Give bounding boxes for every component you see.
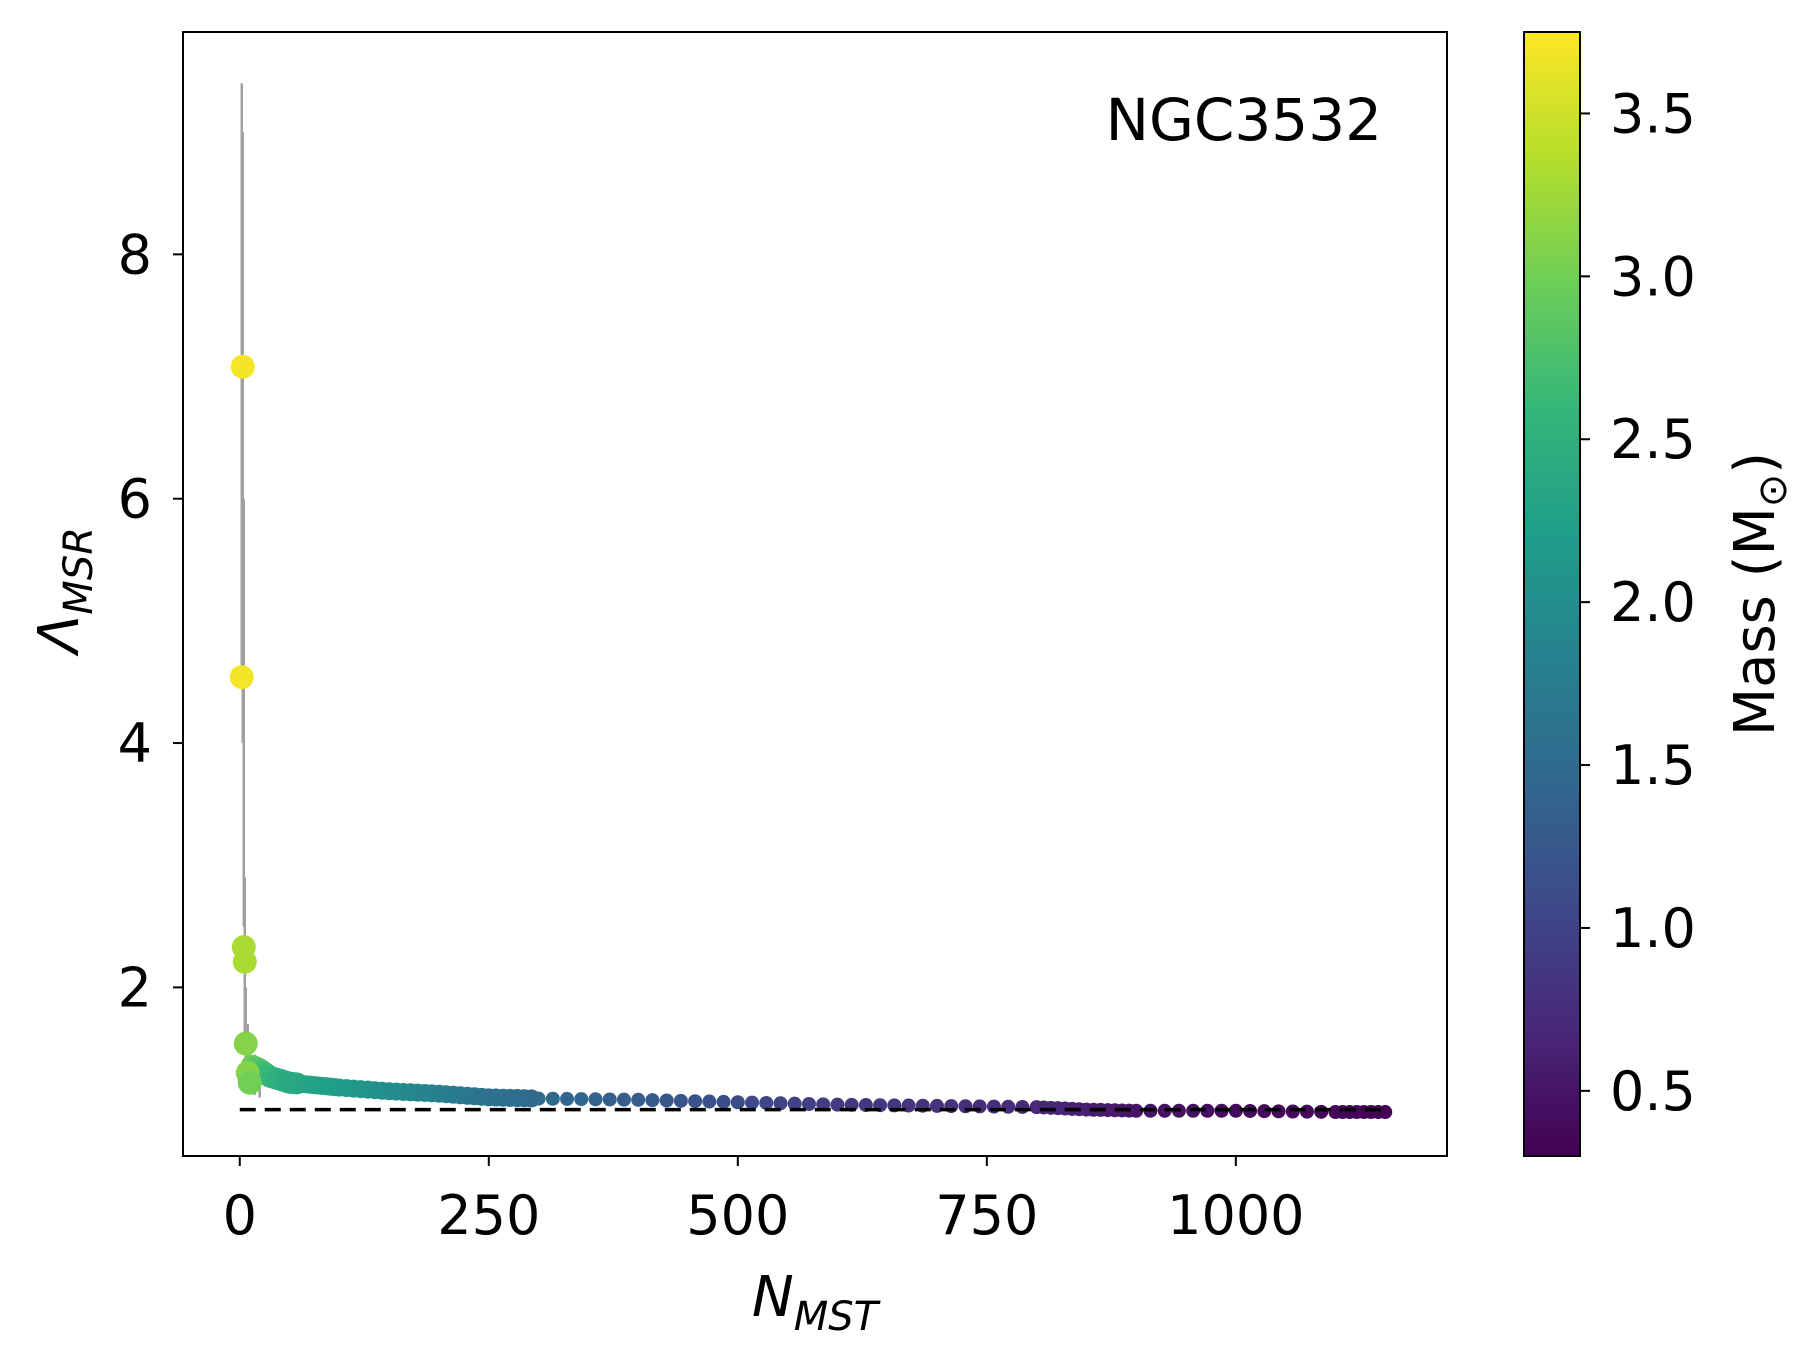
trend-point xyxy=(645,1093,660,1108)
x-tick-label: 1000 xyxy=(1167,1184,1304,1247)
trend-point xyxy=(616,1092,631,1107)
data-point xyxy=(237,1070,262,1095)
x-tick-label: 500 xyxy=(686,1184,789,1247)
trend-point xyxy=(1015,1099,1030,1114)
colorbar-label-text: Mass (M xyxy=(1723,507,1788,736)
x-tick-label: 0 xyxy=(223,1184,257,1247)
trend-point xyxy=(531,1091,546,1106)
colorbar xyxy=(1524,32,1580,1156)
trend-point xyxy=(1285,1104,1300,1119)
trend-point xyxy=(759,1095,774,1110)
y-axis-label-base: Λ xyxy=(27,615,92,657)
trend-point xyxy=(972,1099,987,1114)
trend-point xyxy=(787,1096,802,1111)
data-point xyxy=(229,665,254,690)
colorbar-label-close: ) xyxy=(1723,452,1788,474)
y-axis-label-subscript: MSR xyxy=(56,527,102,615)
colorbar-frame xyxy=(1523,31,1581,1157)
trend-point xyxy=(801,1096,816,1111)
trend-point xyxy=(588,1092,603,1107)
colorbar-label: Mass (M⊙) xyxy=(1723,452,1796,736)
x-axis-label: NMST xyxy=(752,1265,882,1340)
highlight-points xyxy=(229,354,262,1095)
y-axis-ticks: 2 4 6 8 xyxy=(118,223,183,1019)
trend-point xyxy=(1200,1103,1215,1118)
colorbar-tick-label: 1.0 xyxy=(1610,897,1696,960)
x-axis-label-base: N xyxy=(752,1265,794,1330)
trend-point xyxy=(986,1099,1001,1114)
trend-point xyxy=(1314,1104,1329,1119)
trend-point xyxy=(730,1095,745,1110)
cluster-annotation: NGC3532 xyxy=(1106,86,1382,154)
trend-point xyxy=(560,1091,575,1106)
x-tick-label: 250 xyxy=(437,1184,540,1247)
data-point xyxy=(233,1031,258,1056)
colorbar-tick-label: 3.0 xyxy=(1610,245,1696,308)
y-tick-label: 2 xyxy=(118,956,152,1019)
trend-point xyxy=(773,1096,788,1111)
trend-point xyxy=(631,1092,646,1107)
trend-point xyxy=(659,1093,674,1108)
colorbar-tick-label: 1.5 xyxy=(1610,734,1696,797)
trend-point xyxy=(745,1095,760,1110)
trend-point xyxy=(602,1092,617,1107)
trend-point xyxy=(1157,1103,1172,1118)
y-axis-label: ΛMSR xyxy=(27,527,102,657)
trend-point xyxy=(1228,1103,1243,1118)
trend-point xyxy=(1001,1099,1016,1114)
trend-point xyxy=(574,1092,589,1107)
trend-point xyxy=(1299,1104,1314,1119)
colorbar-tick-label: 2.5 xyxy=(1610,408,1696,471)
colorbar-ticks: 0.5 1.0 1.5 2.0 2.5 3.0 3.5 xyxy=(1580,82,1696,1123)
trend-point xyxy=(545,1091,560,1106)
plot-content xyxy=(229,83,1393,1120)
x-axis-ticks: 0 250 500 750 1000 xyxy=(223,1156,1305,1247)
trend-point xyxy=(1129,1103,1144,1118)
y-tick-label: 4 xyxy=(118,712,152,775)
y-tick-label: 6 xyxy=(118,468,152,531)
trend-point xyxy=(716,1094,731,1109)
colorbar-tick-label: 3.5 xyxy=(1610,82,1696,145)
data-point xyxy=(232,949,257,974)
trend-point xyxy=(702,1094,717,1109)
y-tick-label: 8 xyxy=(118,223,152,286)
trend-point xyxy=(1257,1104,1272,1119)
x-tick-label: 750 xyxy=(935,1184,1038,1247)
colorbar-tick-label: 2.0 xyxy=(1610,571,1696,634)
data-point xyxy=(230,354,255,379)
trend-point xyxy=(673,1093,688,1108)
colorbar-label-symbol: ⊙ xyxy=(1750,474,1796,508)
plot-area-background xyxy=(183,32,1447,1156)
trend-point xyxy=(688,1094,703,1109)
x-axis-label-subscript: MST xyxy=(794,1294,882,1340)
trend-point xyxy=(1378,1105,1393,1120)
plot-frame xyxy=(182,31,1448,1157)
colorbar-tick-label: 0.5 xyxy=(1610,1060,1696,1123)
